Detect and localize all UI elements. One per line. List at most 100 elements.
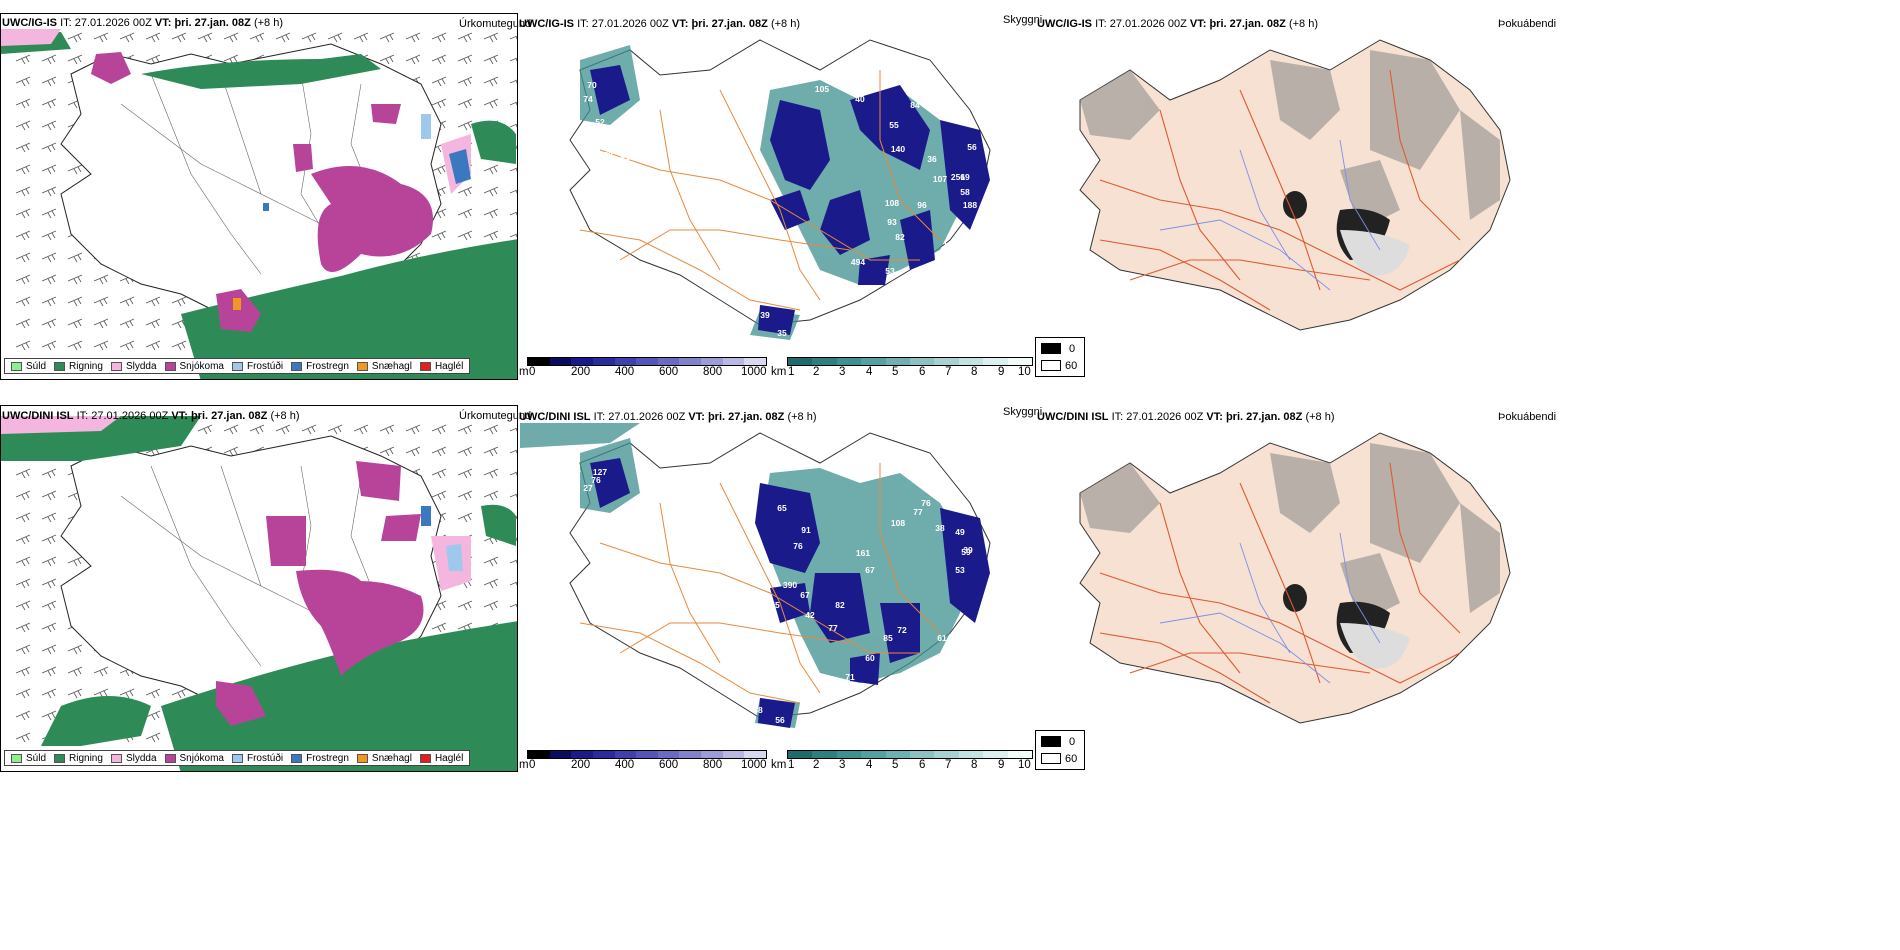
height-tick: 1000 xyxy=(741,366,767,378)
swatch xyxy=(419,753,431,763)
wind-barb xyxy=(15,512,31,523)
km-tick: 3 xyxy=(839,759,846,771)
visibility-value-label: 105 xyxy=(815,84,829,94)
visibility-value-label: 40 xyxy=(855,94,865,104)
wind-barb xyxy=(431,164,447,175)
visibility-value-label: 494 xyxy=(851,257,865,267)
visibility-value-label: 69 xyxy=(960,172,970,182)
visibility-value-label: 108 xyxy=(618,172,632,182)
wind-barb xyxy=(15,600,31,611)
fog-swatch-black xyxy=(1041,343,1061,354)
colorbar-segment xyxy=(701,358,723,365)
visibility-value-label: 49 xyxy=(955,527,965,537)
colorbar-segment xyxy=(836,358,862,365)
wind-barb xyxy=(15,688,31,699)
panel-header: UWC/IG-IS IT: 27.01.2026 00Z VT: þri. 27… xyxy=(1037,18,1318,30)
colorbar-segment xyxy=(1007,358,1033,365)
wind-barb xyxy=(15,666,31,677)
wind-barb xyxy=(353,32,369,43)
wind-barb xyxy=(301,424,317,435)
colorbar-segment xyxy=(657,358,680,365)
km-tick: 1 xyxy=(788,366,795,378)
swatch xyxy=(164,753,176,763)
wind-barb xyxy=(15,142,31,153)
wind-barb xyxy=(301,32,317,43)
visibility-value-label: 162 xyxy=(555,70,569,80)
visibility-value-label: 39 xyxy=(760,310,770,320)
wind-barb xyxy=(379,32,395,43)
wind-barb xyxy=(15,490,31,501)
wind-barb xyxy=(509,189,517,194)
visibility-map-row2: 127 74 27 76 65 91 76 390 55 67 42 77 82 161 67 108 77 76… xyxy=(520,423,1035,763)
height-tick: 800 xyxy=(703,759,723,771)
colorbar-segment xyxy=(679,751,702,758)
height-unit: m xyxy=(519,759,529,771)
legend-item-snow-pellets: Snæhagl xyxy=(356,361,412,372)
wind-barb xyxy=(145,710,161,721)
wind-barb xyxy=(67,274,83,285)
swatch xyxy=(11,361,22,371)
wind-barb xyxy=(483,230,499,241)
wind-barb xyxy=(41,556,57,567)
height-tick: 200 xyxy=(571,366,591,378)
visibility-value-label: 38 xyxy=(935,523,945,533)
colorbar-segment xyxy=(614,358,637,365)
wind-barb xyxy=(67,164,83,175)
wind-barb xyxy=(431,424,447,435)
colorbar-segment xyxy=(744,751,767,758)
wind-barb xyxy=(275,32,291,43)
visibility-value-label: 96 xyxy=(917,200,927,210)
wind-barb xyxy=(509,603,517,608)
visibility-value-label: 42 xyxy=(805,610,815,620)
wind-barb xyxy=(41,578,57,589)
wind-barb xyxy=(41,98,57,109)
visibility-value-label: 61 xyxy=(937,633,947,643)
legend-item-snow: Snjókoma xyxy=(164,753,224,764)
legend-item-snow: Snjókoma xyxy=(164,361,224,372)
colorbar-segment xyxy=(679,358,702,365)
wind-barb xyxy=(41,600,57,611)
visibility-value-label: 107 xyxy=(933,174,947,184)
height-tick: 400 xyxy=(615,366,635,378)
legend-item-freezing-drizzle: Frostúði xyxy=(231,361,283,372)
colorbar-segment xyxy=(528,751,550,758)
height-unit: m xyxy=(519,366,529,378)
wind-barb xyxy=(41,252,57,263)
height-tick: 1000 xyxy=(741,759,767,771)
colorbar-segment xyxy=(958,751,984,758)
visibility-value-label: 76 xyxy=(793,541,803,551)
fog-swatch-white xyxy=(1041,753,1061,764)
swatch xyxy=(54,361,66,371)
swatch xyxy=(164,361,176,371)
visibility-value-label: 161 xyxy=(856,548,870,558)
wind-barb xyxy=(431,76,447,87)
visibility-value-label: 188 xyxy=(963,200,977,210)
wind-barb xyxy=(405,32,421,43)
colorbar-segment xyxy=(934,358,959,365)
wind-barb xyxy=(431,490,447,501)
visibility-value-label: 53 xyxy=(955,565,965,575)
wind-barb xyxy=(93,666,109,677)
wind-barb xyxy=(41,534,57,545)
km-tick: 1 xyxy=(788,759,795,771)
visibility-value-label: 71 xyxy=(845,672,855,682)
wind-barb xyxy=(379,446,395,457)
wind-barb xyxy=(509,581,517,586)
colorbar-segment xyxy=(958,358,984,365)
wind-barb xyxy=(457,186,473,197)
wind-barb xyxy=(15,164,31,175)
wind-barb xyxy=(41,318,57,329)
height-colorbar-scale xyxy=(527,357,767,366)
wind-barb xyxy=(431,622,447,633)
wind-barb xyxy=(15,296,31,307)
wind-barb xyxy=(223,446,239,457)
wind-barb xyxy=(41,274,57,285)
wind-barb xyxy=(431,446,447,457)
wind-barb xyxy=(15,98,31,109)
km-tick: 6 xyxy=(919,366,926,378)
wind-barb xyxy=(431,468,447,479)
wind-barb xyxy=(67,318,83,329)
wind-barb xyxy=(145,32,161,43)
wind-barb xyxy=(15,274,31,285)
panel-header: UWC/IG-IS IT: 27.01.2026 00Z VT: þri. 27… xyxy=(519,18,800,30)
